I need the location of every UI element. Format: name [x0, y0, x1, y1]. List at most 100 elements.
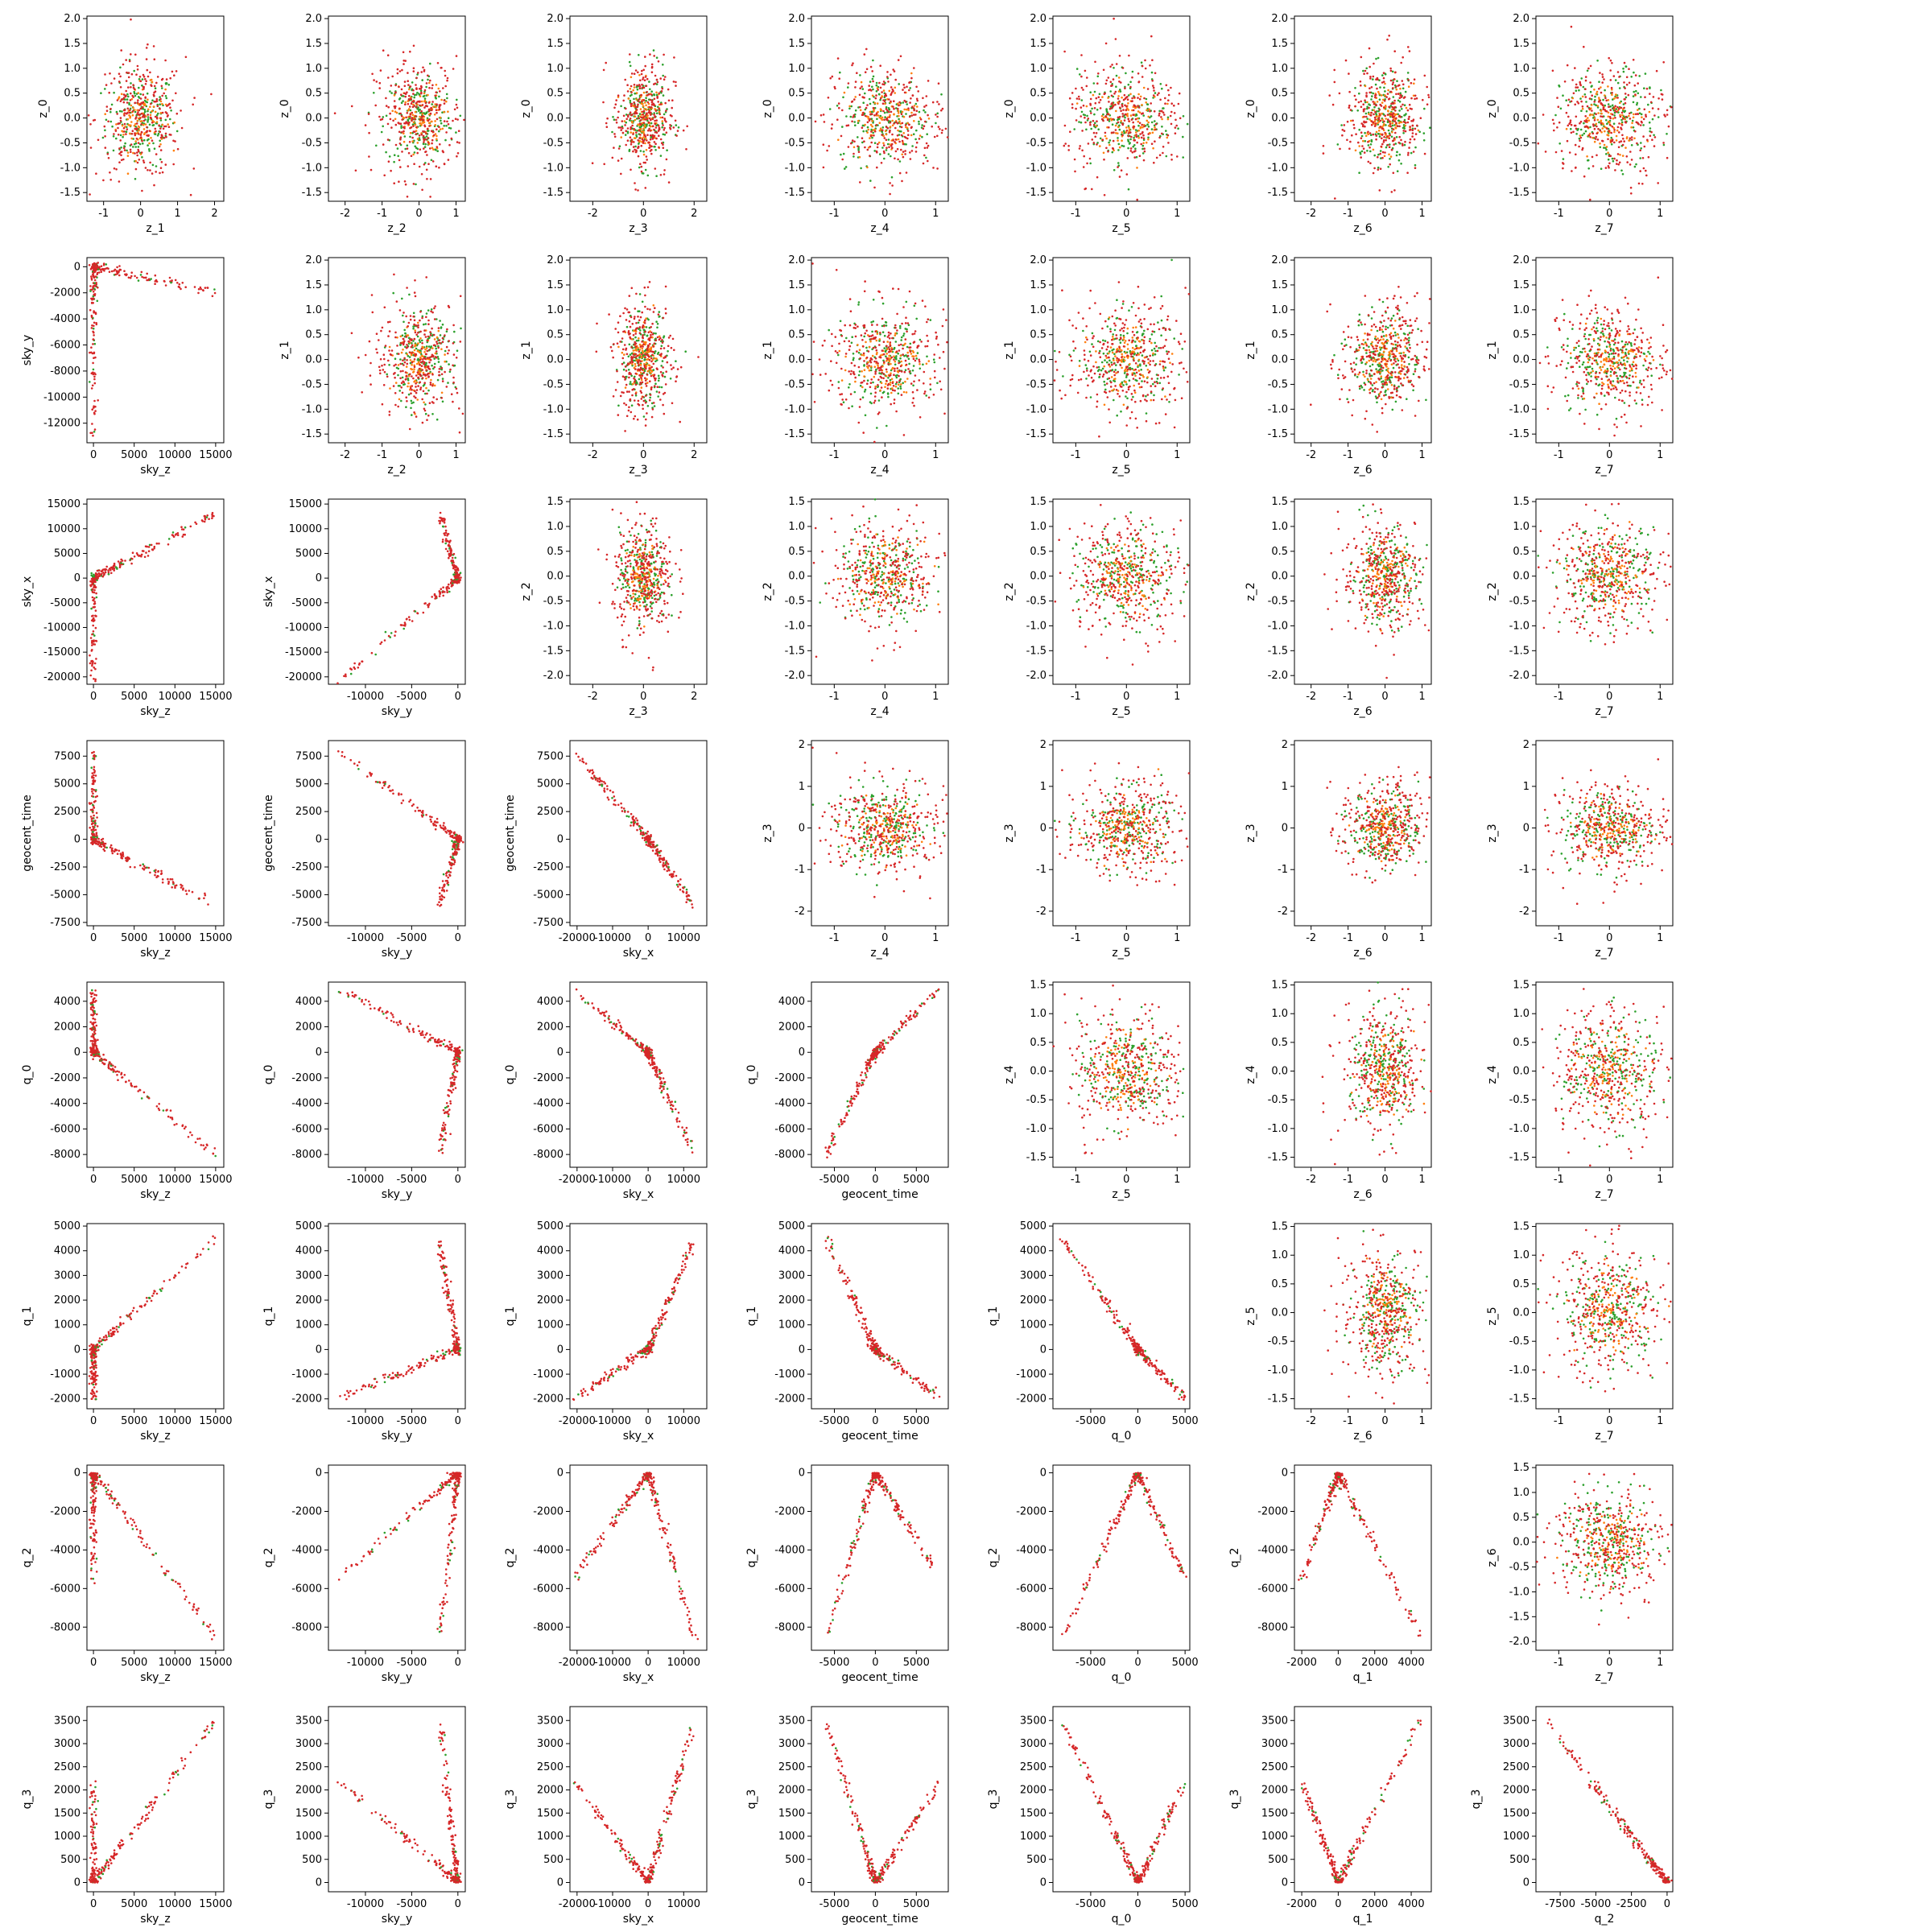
data-point	[1398, 126, 1401, 128]
data-point	[436, 118, 439, 121]
data-point	[637, 89, 639, 91]
data-point	[641, 386, 643, 389]
data-point	[655, 320, 658, 323]
data-point	[1410, 152, 1413, 155]
data-point	[123, 130, 126, 133]
data-point	[405, 117, 407, 119]
data-point	[894, 92, 896, 94]
data-point	[121, 110, 123, 113]
data-point	[384, 371, 386, 374]
data-point	[138, 146, 140, 148]
y-tick-label: 0.5	[305, 88, 322, 100]
data-point	[159, 103, 161, 105]
data-point	[620, 129, 622, 131]
data-point	[1091, 108, 1093, 110]
data-point	[1644, 146, 1646, 148]
data-point	[1638, 108, 1641, 110]
data-point	[383, 384, 386, 386]
data-point	[616, 122, 618, 124]
data-point	[1589, 114, 1591, 117]
data-point	[1146, 123, 1149, 126]
data-point	[144, 109, 147, 111]
data-point	[462, 413, 464, 415]
data-point	[1119, 116, 1121, 118]
data-point	[439, 90, 441, 93]
data-point	[627, 116, 630, 118]
data-point	[147, 76, 150, 78]
data-point	[639, 344, 642, 346]
data-point	[852, 155, 855, 158]
data-point	[410, 387, 412, 390]
data-point	[1154, 72, 1157, 75]
data-point	[1153, 89, 1155, 92]
data-point	[880, 108, 882, 110]
data-point	[151, 122, 154, 124]
data-point	[135, 73, 138, 76]
data-point	[1405, 91, 1407, 93]
data-point	[420, 386, 423, 389]
data-point	[852, 116, 854, 118]
data-point	[136, 155, 138, 157]
data-point	[1166, 137, 1169, 139]
data-point	[683, 130, 685, 132]
data-point	[1127, 157, 1129, 159]
data-point	[1398, 85, 1401, 87]
data-point	[1622, 173, 1624, 175]
data-point	[1117, 139, 1119, 142]
data-point	[906, 109, 908, 111]
data-point	[641, 145, 643, 147]
data-point	[890, 155, 892, 158]
data-point	[137, 114, 139, 116]
data-point	[663, 78, 666, 80]
data-point	[630, 381, 632, 383]
data-point	[1587, 117, 1589, 119]
data-point	[394, 154, 396, 156]
data-point	[1137, 72, 1140, 75]
data-point	[120, 120, 122, 122]
data-point	[1121, 169, 1123, 171]
data-point	[1129, 93, 1132, 96]
data-point	[1410, 138, 1412, 141]
data-point	[435, 356, 437, 358]
data-point	[1645, 170, 1647, 172]
data-point	[1075, 88, 1077, 90]
data-point	[1384, 90, 1386, 93]
data-point	[161, 95, 163, 97]
data-point	[650, 130, 652, 132]
data-point	[1168, 94, 1170, 97]
data-point	[613, 107, 616, 109]
data-point	[654, 83, 657, 85]
data-point	[1154, 140, 1156, 142]
data-point	[1063, 145, 1066, 147]
data-point	[1379, 109, 1381, 111]
data-point	[647, 405, 650, 407]
data-point	[419, 109, 421, 111]
data-point	[836, 118, 839, 121]
data-point	[438, 96, 440, 98]
data-point	[409, 51, 411, 53]
data-point	[1375, 104, 1377, 106]
data-point	[665, 109, 667, 112]
data-point	[161, 87, 163, 89]
data-point	[421, 342, 423, 345]
data-point	[1629, 151, 1632, 153]
data-point	[634, 84, 636, 86]
data-point	[416, 389, 419, 391]
data-point	[636, 112, 638, 114]
data-point	[402, 321, 405, 324]
data-point	[1427, 94, 1430, 97]
data-point	[1394, 132, 1397, 134]
data-point	[1662, 61, 1665, 64]
data-point	[1394, 72, 1397, 74]
data-point	[423, 124, 426, 126]
data-point	[411, 155, 413, 157]
data-point	[1596, 126, 1598, 128]
data-point	[432, 396, 435, 398]
data-point	[383, 358, 386, 361]
data-point	[1121, 122, 1124, 125]
data-point	[1650, 131, 1653, 134]
x-tick-label: -1	[1071, 208, 1081, 220]
data-point	[1618, 163, 1620, 166]
data-point	[421, 340, 423, 342]
y-tick-label: 2.0	[305, 254, 322, 266]
